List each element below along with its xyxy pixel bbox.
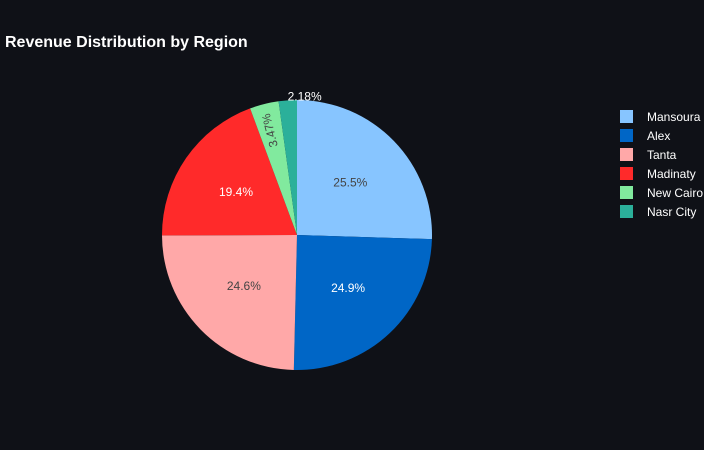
pie-slice-new-cairo[interactable]	[250, 101, 297, 235]
slice-value-label: 2.18%	[288, 89, 322, 103]
slice-value-label: 24.6%	[227, 279, 261, 293]
legend-label: Alex	[647, 128, 671, 143]
chart-title: Revenue Distribution by Region	[5, 34, 248, 51]
pie-slice-alex[interactable]	[293, 235, 432, 370]
pie-slice-mansoura[interactable]	[297, 99, 433, 240]
legend-label: Nasr City	[647, 204, 697, 219]
legend-label: Tanta	[647, 147, 677, 162]
legend-label: Madinaty	[647, 166, 696, 181]
legend-item-tanta[interactable]: Tanta	[620, 145, 703, 164]
legend-label: Mansoura	[647, 109, 701, 124]
legend-label: New Cairo	[647, 185, 704, 200]
legend-item-alex[interactable]: Alex	[620, 126, 703, 145]
pie-slice-nasr-city[interactable]	[278, 100, 297, 235]
slice-value-label: 19.4%	[219, 185, 253, 199]
legend-swatch	[620, 167, 633, 180]
slice-value-label: 25.5%	[333, 175, 367, 189]
slice-value-label: 24.9%	[331, 281, 365, 295]
legend-item-madinaty[interactable]: Madinaty	[620, 164, 703, 183]
legend-item-nasr-city[interactable]: Nasr City	[620, 202, 703, 221]
legend-swatch	[620, 129, 633, 142]
legend-item-new-cairo[interactable]: New Cairo	[620, 183, 703, 202]
legend-swatch	[620, 205, 633, 218]
legend-swatch	[620, 110, 633, 123]
legend: Mansoura Alex Tanta Madinaty New Cairo Nasr C…	[620, 107, 703, 221]
pie-slice-tanta[interactable]	[162, 235, 297, 370]
pie-slices	[161, 99, 433, 370]
legend-swatch	[620, 186, 633, 199]
legend-item-mansoura[interactable]: Mansoura	[620, 107, 703, 126]
pie-slice-madinaty[interactable]	[161, 108, 297, 236]
legend-swatch	[620, 148, 633, 161]
